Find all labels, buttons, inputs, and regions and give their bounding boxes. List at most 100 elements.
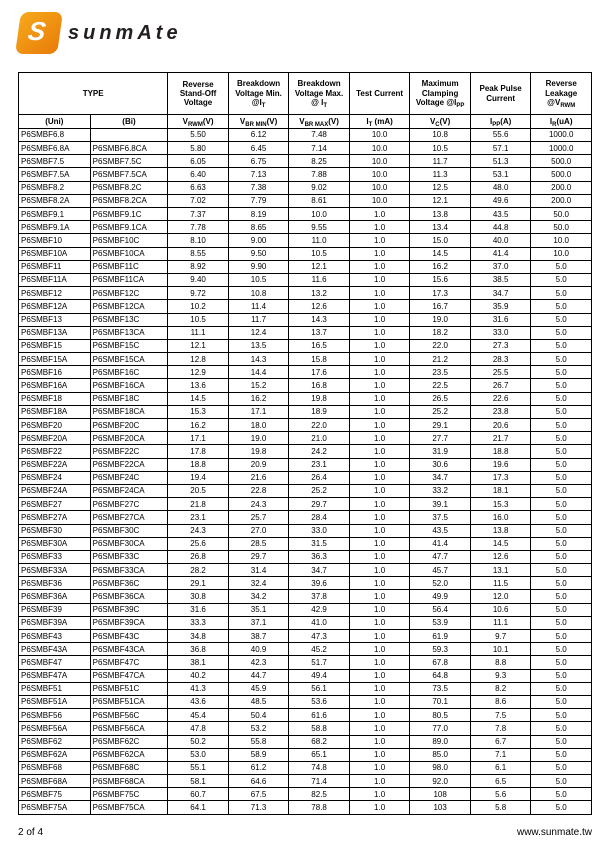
logo-icon [15,12,63,54]
cell: 8.10 [168,234,229,247]
cell: 1.0 [349,603,410,616]
cell: 77.0 [410,722,471,735]
cell: P6SMBF68A [19,775,91,788]
cell: 29.1 [410,419,471,432]
cell: P6SMBF43CA [90,643,168,656]
cell: 7.48 [289,128,350,141]
cell: 7.88 [289,168,350,181]
cell: 26.8 [168,550,229,563]
cell: 9.7 [470,630,531,643]
cell: P6SMBF30CA [90,537,168,550]
cell: P6SMBF9.1A [19,221,91,234]
cell: 25.6 [168,537,229,550]
cell: 1.0 [349,656,410,669]
cell: 33.2 [410,484,471,497]
cell: 1.0 [349,735,410,748]
cell: 61.9 [410,630,471,643]
cell: 50.0 [531,221,592,234]
cell: 43.5 [410,524,471,537]
cell: 5.0 [531,273,592,286]
brand-name: sunmAte [68,22,182,45]
cell: 27.0 [228,524,289,537]
cell: P6SMBF43A [19,643,91,656]
cell: 1.0 [349,366,410,379]
cell: 12.1 [289,260,350,273]
cell: 16.2 [228,392,289,405]
table-row: P6SMBF22AP6SMBF22CA18.820.923.11.030.619… [19,458,592,471]
cell: 18.0 [228,419,289,432]
cell: 33.0 [470,326,531,339]
cell: P6SMBF56C [90,709,168,722]
table-row: P6SMBF47P6SMBF47C38.142.351.71.067.88.85… [19,656,592,669]
cell: 5.0 [531,735,592,748]
cell: P6SMBF47 [19,656,91,669]
cell: 42.3 [228,656,289,669]
cell: 50.4 [228,709,289,722]
table-row: P6SMBF9.1AP6SMBF9.1CA7.788.659.551.013.4… [19,221,592,234]
cell: 5.0 [531,524,592,537]
cell: 15.8 [289,353,350,366]
cell: 50.2 [168,735,229,748]
cell: 55.8 [228,735,289,748]
cell: 82.5 [289,788,350,801]
cell: 17.3 [410,287,471,300]
cell: 47.8 [168,722,229,735]
cell: 6.40 [168,168,229,181]
cell: 52.0 [410,577,471,590]
cell: P6SMBF24CA [90,484,168,497]
cell: 49.6 [470,194,531,207]
cell: 34.8 [168,630,229,643]
cell: P6SMBF47CA [90,669,168,682]
cell: P6SMBF30C [90,524,168,537]
cell: P6SMBF51 [19,682,91,695]
cell: P6SMBF62CA [90,748,168,761]
cell: 61.6 [289,709,350,722]
cell: 5.0 [531,484,592,497]
cell: P6SMBF36C [90,577,168,590]
cell: 44.7 [228,669,289,682]
cell: 500.0 [531,168,592,181]
cell: 21.0 [289,432,350,445]
cell: 28.3 [470,353,531,366]
cell: 5.0 [531,537,592,550]
cell: P6SMBF13A [19,326,91,339]
cell: 5.0 [531,366,592,379]
cell: 12.8 [168,353,229,366]
cell: 41.4 [470,247,531,260]
cell: 18.2 [410,326,471,339]
cell: 6.12 [228,128,289,141]
table-row: P6SMBF43AP6SMBF43CA36.840.945.21.059.310… [19,643,592,656]
table-row: P6SMBF51AP6SMBF51CA43.648.553.61.070.18.… [19,695,592,708]
cell: 80.5 [410,709,471,722]
cell: P6SMBF33C [90,550,168,563]
cell: 8.2 [470,682,531,695]
cell: 58.1 [168,775,229,788]
table-row: P6SMBF39P6SMBF39C31.635.142.91.056.410.6… [19,603,592,616]
cell: 10.0 [289,208,350,221]
cell: 24.3 [168,524,229,537]
cell: 41.4 [410,537,471,550]
table-row: P6SMBF16P6SMBF16C12.914.417.61.023.525.5… [19,366,592,379]
cell: 9.3 [470,669,531,682]
cell: P6SMBF7.5CA [90,168,168,181]
cell: 37.8 [289,590,350,603]
cell: 14.5 [168,392,229,405]
cell: 5.0 [531,392,592,405]
cell: 1.0 [349,775,410,788]
cell: 38.5 [470,273,531,286]
cell: 64.8 [410,669,471,682]
cell: 45.7 [410,564,471,577]
cell: 5.0 [531,498,592,511]
cell: 10.8 [410,128,471,141]
brand-logo: sunmAte [18,12,592,54]
cell: 11.7 [410,155,471,168]
cell: 25.5 [470,366,531,379]
cell: 9.55 [289,221,350,234]
cell: 19.8 [289,392,350,405]
cell: 37.5 [410,511,471,524]
cell: P6SMBF62A [19,748,91,761]
table-row: P6SMBF75AP6SMBF75CA64.171.378.81.01035.8… [19,801,592,814]
cell: 7.37 [168,208,229,221]
cell: 29.7 [228,550,289,563]
cell: 1.0 [349,458,410,471]
